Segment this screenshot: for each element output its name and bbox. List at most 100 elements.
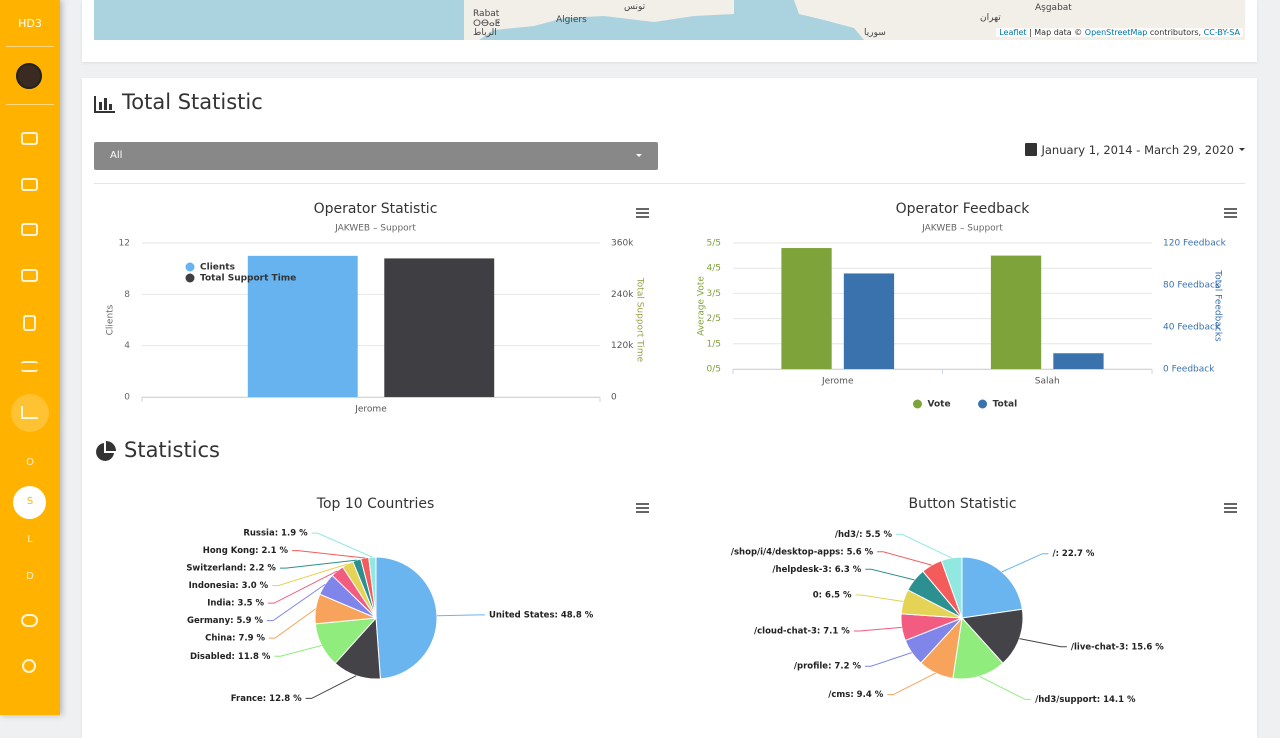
calendar-icon	[1025, 143, 1038, 156]
bar[interactable]	[781, 248, 832, 369]
nav-letter[interactable]: S	[26, 496, 34, 507]
nav-letter[interactable]: O	[26, 457, 34, 468]
bar-icon	[94, 96, 115, 113]
date-text: January 1, 2014 - March 29, 2020	[1041, 143, 1234, 157]
connector	[436, 614, 485, 617]
chart-subtitle: JAKWEB – Support	[921, 224, 1003, 234]
link[interactable]: Leaflet	[999, 28, 1027, 37]
connector	[1001, 553, 1049, 573]
bar[interactable]	[843, 273, 895, 369]
avatar[interactable]	[16, 63, 42, 89]
y-tick-label: 0	[124, 393, 130, 403]
y2-tick-label: 40 Feedback	[1163, 323, 1221, 333]
y2-tick-label: 0	[611, 393, 617, 403]
nav-letter[interactable]: D	[26, 571, 34, 582]
pie-slice[interactable]	[961, 608, 1024, 664]
map-card: Rabat ⵔⴱⴰⵟ الرباط Algiers تونس Aşgabat ت…	[82, 0, 1257, 62]
pie-icon	[96, 441, 116, 461]
caret	[636, 154, 642, 160]
y2-tick-label: 80 Feedback	[1163, 281, 1221, 291]
pie-label: Russia: 1.9 %	[243, 529, 308, 539]
stats-card: Total Statistic All January 1, 2014 - Ma…	[82, 78, 1257, 738]
pie-label: /cms: 9.4 %	[828, 690, 883, 700]
legend-marker	[185, 262, 195, 272]
pie-label: 0: 6.5 %	[813, 591, 852, 601]
brand: HD3	[18, 17, 42, 30]
text: | Map data ©	[1026, 28, 1085, 37]
pie-label: United States: 48.8 %	[489, 610, 594, 620]
legend-label[interactable]: Total	[993, 400, 1018, 410]
legend-label[interactable]: Total Support Time	[200, 274, 296, 284]
nav-icon[interactable]	[21, 406, 38, 419]
y-tick-label: 2/5	[707, 314, 721, 324]
bar[interactable]	[1053, 353, 1104, 369]
menu-icon[interactable]	[636, 212, 649, 214]
map-label: Aşgabat	[1035, 3, 1072, 13]
chart-title: Operator Statistic	[314, 201, 438, 217]
date-range[interactable]: January 1, 2014 - March 29, 2020	[1025, 142, 1245, 158]
connector	[267, 583, 326, 622]
bar[interactable]	[990, 255, 1042, 369]
map-label: Algiers	[556, 15, 587, 25]
select-value: All	[110, 150, 123, 161]
bar[interactable]	[384, 258, 495, 397]
select[interactable]: All	[94, 142, 658, 170]
pie-label: Switzerland: 2.2 %	[186, 564, 276, 574]
connector	[268, 608, 317, 639]
connector	[864, 652, 912, 667]
map-label: الرباط	[473, 28, 497, 38]
nav-letter[interactable]: L	[27, 534, 33, 545]
connector	[979, 675, 1032, 700]
y2-tick-label: 120 Feedback	[1163, 239, 1227, 249]
menu-icon[interactable]	[636, 511, 649, 513]
menu-icon[interactable]	[636, 507, 649, 509]
menu-icon[interactable]	[1224, 208, 1237, 210]
connector	[887, 672, 936, 696]
legend-label[interactable]: Clients	[200, 263, 235, 273]
menu-icon[interactable]	[1224, 212, 1237, 214]
nav-icon[interactable]	[21, 269, 38, 282]
chart: Button Statistic /: 22.7 % /live-chat-3: 1…	[731, 496, 1237, 705]
menu-icon[interactable]	[1224, 511, 1237, 513]
pie-slice[interactable]	[952, 616, 1004, 680]
legend-label[interactable]: Vote	[928, 400, 951, 410]
pie-label: /profile: 7.2 %	[794, 662, 862, 672]
connector	[272, 563, 348, 587]
nav-active[interactable]	[11, 394, 49, 432]
y-tick-label: 3/5	[707, 289, 721, 299]
menu-icon[interactable]	[1224, 507, 1237, 509]
nav-icon[interactable]	[21, 132, 38, 145]
menu-icon[interactable]	[636, 216, 649, 218]
divider	[6, 46, 54, 47]
connector	[305, 675, 357, 699]
pie-slice[interactable]	[368, 556, 377, 619]
nav-icon[interactable]	[21, 223, 38, 236]
pie-slice[interactable]	[375, 556, 438, 680]
pie-slice[interactable]	[961, 556, 1023, 619]
y2-axis-title: Total Support Time	[635, 277, 645, 363]
legend-marker	[913, 399, 922, 409]
link[interactable]: OpenStreetMap	[1084, 28, 1148, 37]
y-tick-label: 12	[119, 239, 130, 249]
menu-icon[interactable]	[636, 208, 649, 210]
nav-icon[interactable]	[21, 178, 38, 191]
menu-icon[interactable]	[1224, 216, 1237, 218]
y-tick-label: 4/5	[707, 264, 721, 274]
nav-icon[interactable]	[22, 659, 36, 673]
y-tick-label: 0/5	[707, 365, 721, 375]
x-tick-label: Jerome	[354, 405, 387, 415]
y-tick-label: 1/5	[707, 339, 721, 349]
nav-icon[interactable]	[21, 614, 38, 627]
nav-icon[interactable]	[23, 315, 36, 331]
chart-title: Top 10 Countries	[316, 496, 434, 512]
nav-active[interactable]	[13, 486, 46, 519]
nav-icon[interactable]	[21, 361, 38, 372]
bar[interactable]	[247, 255, 358, 397]
link[interactable]: CC-BY-SA	[1203, 28, 1240, 37]
menu-icon[interactable]	[1224, 503, 1237, 505]
connector	[896, 533, 952, 559]
connector	[853, 626, 902, 632]
pie-slice[interactable]	[940, 556, 963, 619]
menu-icon[interactable]	[636, 503, 649, 505]
